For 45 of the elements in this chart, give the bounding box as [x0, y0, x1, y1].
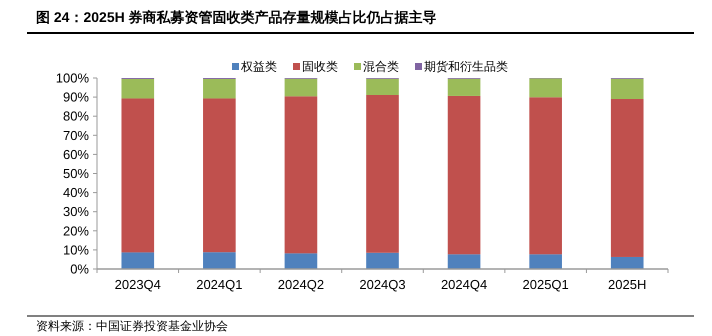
bar [284, 78, 318, 96]
bar [121, 252, 154, 269]
y-tick-label: 20% [62, 223, 90, 238]
bar [203, 252, 236, 269]
y-tick-label: 30% [62, 204, 90, 220]
x-tick-label: 2024Q4 [440, 277, 488, 292]
y-tick-label: 80% [62, 108, 90, 124]
y-tick-label: 10% [62, 242, 90, 258]
text: 资料来源：中国证券投资基金业协会 [36, 319, 228, 333]
x-tick-label: 2024Q1 [196, 277, 242, 292]
chart-title: 图 24：2025H 券商私募资管固收类产品存量规模占比仍占据主导 [36, 9, 437, 25]
legend-label: 期货和衍生品类 [424, 60, 508, 74]
legend-label: 固收类 [302, 60, 338, 74]
bar [610, 78, 644, 100]
bar [203, 98, 236, 252]
bar [121, 78, 154, 98]
x-tick-label: 2024Q3 [359, 277, 406, 292]
y-tick-label: 100% [56, 70, 90, 86]
bar [448, 254, 480, 269]
x-tick-label: 2023Q4 [114, 277, 161, 292]
bar [121, 98, 154, 252]
y-tick-label: 90% [62, 90, 90, 105]
bar [366, 95, 399, 253]
y-tick-label: 40% [62, 185, 90, 200]
x-tick-label: 2024Q2 [278, 277, 324, 292]
bar [448, 78, 480, 96]
y-tick-label: 0% [70, 262, 90, 276]
bar [203, 78, 236, 98]
legend-label: 权益类 [240, 60, 277, 74]
bar [529, 78, 562, 98]
bar [366, 78, 399, 95]
bar [610, 99, 644, 257]
bar [529, 97, 562, 254]
y-tick-label: 60% [62, 146, 90, 162]
y-tick-label: 50% [62, 166, 90, 181]
x-tick-label: 2025H [608, 277, 646, 292]
bar [529, 254, 562, 269]
bar [448, 96, 480, 254]
legend-label: 混合类 [363, 60, 399, 74]
x-tick-label: 2025Q1 [522, 277, 569, 292]
bar [284, 253, 318, 269]
y-tick-label: 70% [62, 128, 90, 143]
bar [284, 96, 318, 254]
bar [610, 256, 644, 269]
bar [366, 252, 399, 269]
